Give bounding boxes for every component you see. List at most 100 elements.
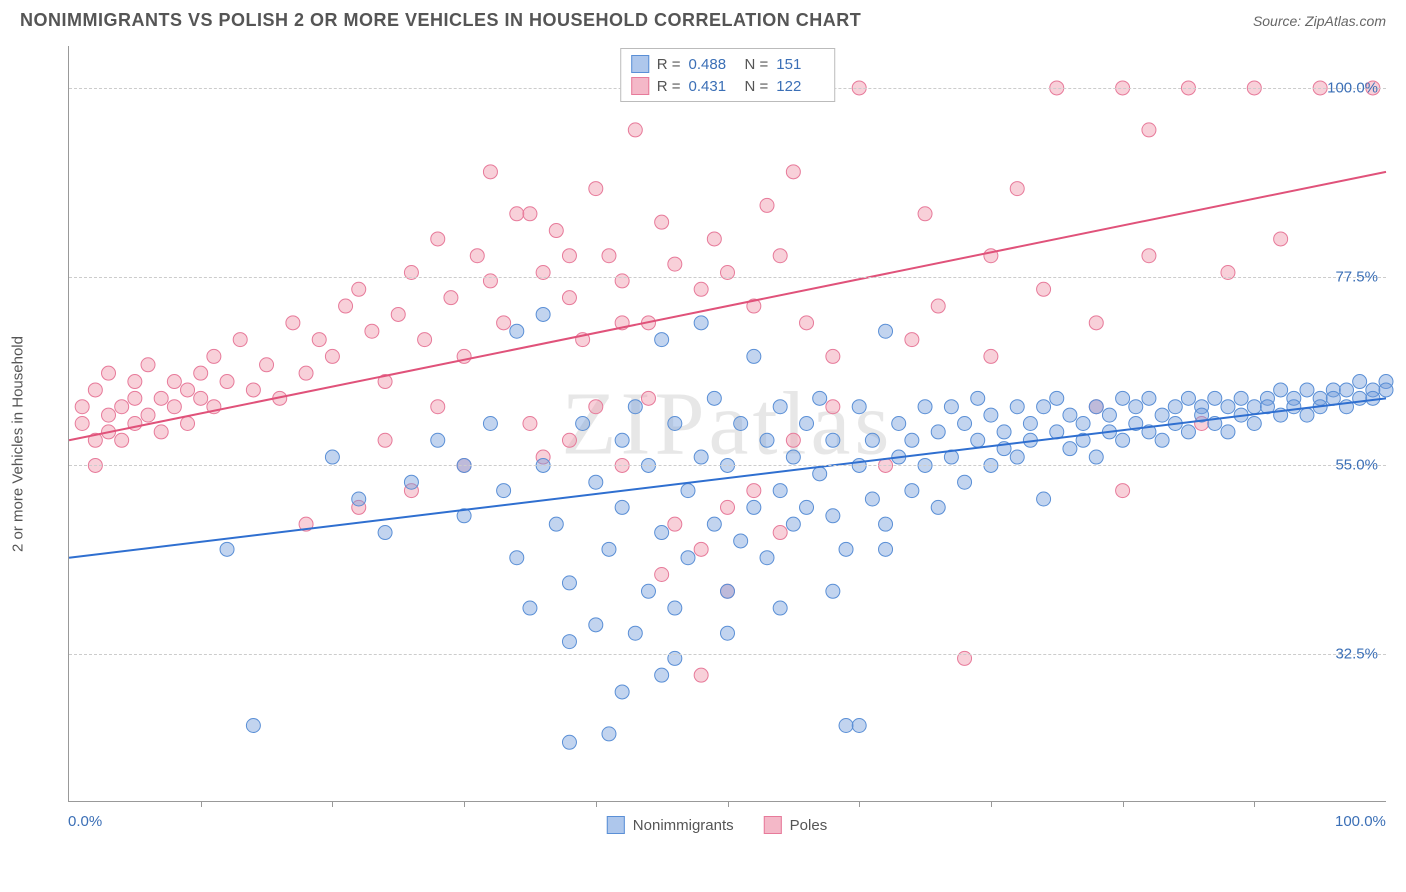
n-label: N =: [745, 56, 769, 73]
scatter-point: [194, 391, 208, 405]
scatter-point: [1037, 400, 1051, 414]
scatter-point: [694, 668, 708, 682]
scatter-point: [418, 333, 432, 347]
scatter-point: [286, 316, 300, 330]
scatter-point: [773, 601, 787, 615]
scatter-point: [562, 576, 576, 590]
scatter-point: [668, 517, 682, 531]
scatter-point: [431, 400, 445, 414]
scatter-point: [325, 349, 339, 363]
scatter-point: [721, 626, 735, 640]
scatter-point: [536, 307, 550, 321]
r-value-nonimmigrants: 0.488: [689, 56, 737, 73]
scatter-point: [1247, 400, 1261, 414]
scatter-point: [141, 358, 155, 372]
scatter-point: [839, 542, 853, 556]
scatter-point: [1221, 425, 1235, 439]
scatter-point: [747, 349, 761, 363]
scatter-point: [1353, 391, 1367, 405]
scatter-point: [668, 417, 682, 431]
source-prefix: Source:: [1253, 13, 1305, 29]
scatter-point: [984, 408, 998, 422]
scatter-point: [154, 391, 168, 405]
scatter-point: [352, 492, 366, 506]
scatter-point: [615, 433, 629, 447]
scatter-point: [102, 408, 116, 422]
scatter-point: [589, 475, 603, 489]
scatter-point: [958, 417, 972, 431]
scatter-point: [88, 383, 102, 397]
scatter-point: [602, 249, 616, 263]
y-tick-label: 77.5%: [1335, 268, 1378, 285]
gridline: [69, 277, 1386, 278]
x-tick: [332, 801, 333, 807]
scatter-point: [1287, 400, 1301, 414]
legend-row-nonimmigrants: R = 0.488 N = 151: [631, 53, 825, 75]
scatter-point: [1063, 442, 1077, 456]
scatter-point: [246, 719, 260, 733]
scatter-point: [312, 333, 326, 347]
scatter-point: [483, 417, 497, 431]
scatter-point: [997, 425, 1011, 439]
scatter-point: [773, 400, 787, 414]
scatter-point: [826, 433, 840, 447]
n-value-poles: 122: [776, 78, 824, 95]
scatter-point: [404, 475, 418, 489]
scatter-point: [813, 391, 827, 405]
scatter-point: [641, 584, 655, 598]
scatter-point: [1010, 182, 1024, 196]
scatter-point: [839, 719, 853, 733]
scatter-point: [760, 551, 774, 565]
scatter-point: [167, 375, 181, 389]
scatter-point: [655, 333, 669, 347]
scatter-point: [1339, 383, 1353, 397]
scatter-point: [826, 509, 840, 523]
scatter-point: [128, 375, 142, 389]
scatter-point: [721, 500, 735, 514]
x-tick: [859, 801, 860, 807]
scatter-point: [260, 358, 274, 372]
scatter-point: [641, 391, 655, 405]
scatter-point: [905, 433, 919, 447]
x-tick: [201, 801, 202, 807]
scatter-point: [1274, 232, 1288, 246]
legend-item-nonimmigrants: Nonimmigrants: [607, 816, 734, 834]
y-tick-label: 55.0%: [1335, 457, 1378, 474]
swatch-nonimmigrants: [607, 816, 625, 834]
n-value-nonimmigrants: 151: [776, 56, 824, 73]
y-tick-label: 32.5%: [1335, 646, 1378, 663]
source-name: ZipAtlas.com: [1305, 13, 1386, 29]
scatter-point: [1037, 282, 1051, 296]
scatter-point: [747, 500, 761, 514]
swatch-nonimmigrants: [631, 55, 649, 73]
legend-item-poles: Poles: [764, 816, 828, 834]
scatter-point: [892, 417, 906, 431]
scatter-point: [681, 484, 695, 498]
scatter-point: [431, 433, 445, 447]
scatter-point: [549, 517, 563, 531]
scatter-point: [707, 517, 721, 531]
scatter-point: [391, 307, 405, 321]
scatter-point: [786, 433, 800, 447]
scatter-point: [655, 668, 669, 682]
legend-label: Nonimmigrants: [633, 817, 734, 834]
scatter-point: [655, 215, 669, 229]
scatter-point: [628, 123, 642, 137]
scatter-point: [773, 249, 787, 263]
scatter-point: [115, 400, 129, 414]
scatter-point: [865, 433, 879, 447]
x-tick: [991, 801, 992, 807]
scatter-point: [694, 282, 708, 296]
scatter-point: [615, 685, 629, 699]
scatter-point: [1102, 408, 1116, 422]
scatter-point: [589, 182, 603, 196]
scatter-point: [879, 542, 893, 556]
scatter-point: [1023, 417, 1037, 431]
scatter-point: [365, 324, 379, 338]
scatter-point: [510, 207, 524, 221]
scatter-point: [207, 349, 221, 363]
series-legend: Nonimmigrants Poles: [607, 816, 827, 834]
scatter-point: [562, 433, 576, 447]
scatter-point: [444, 291, 458, 305]
scatter-point: [931, 299, 945, 313]
